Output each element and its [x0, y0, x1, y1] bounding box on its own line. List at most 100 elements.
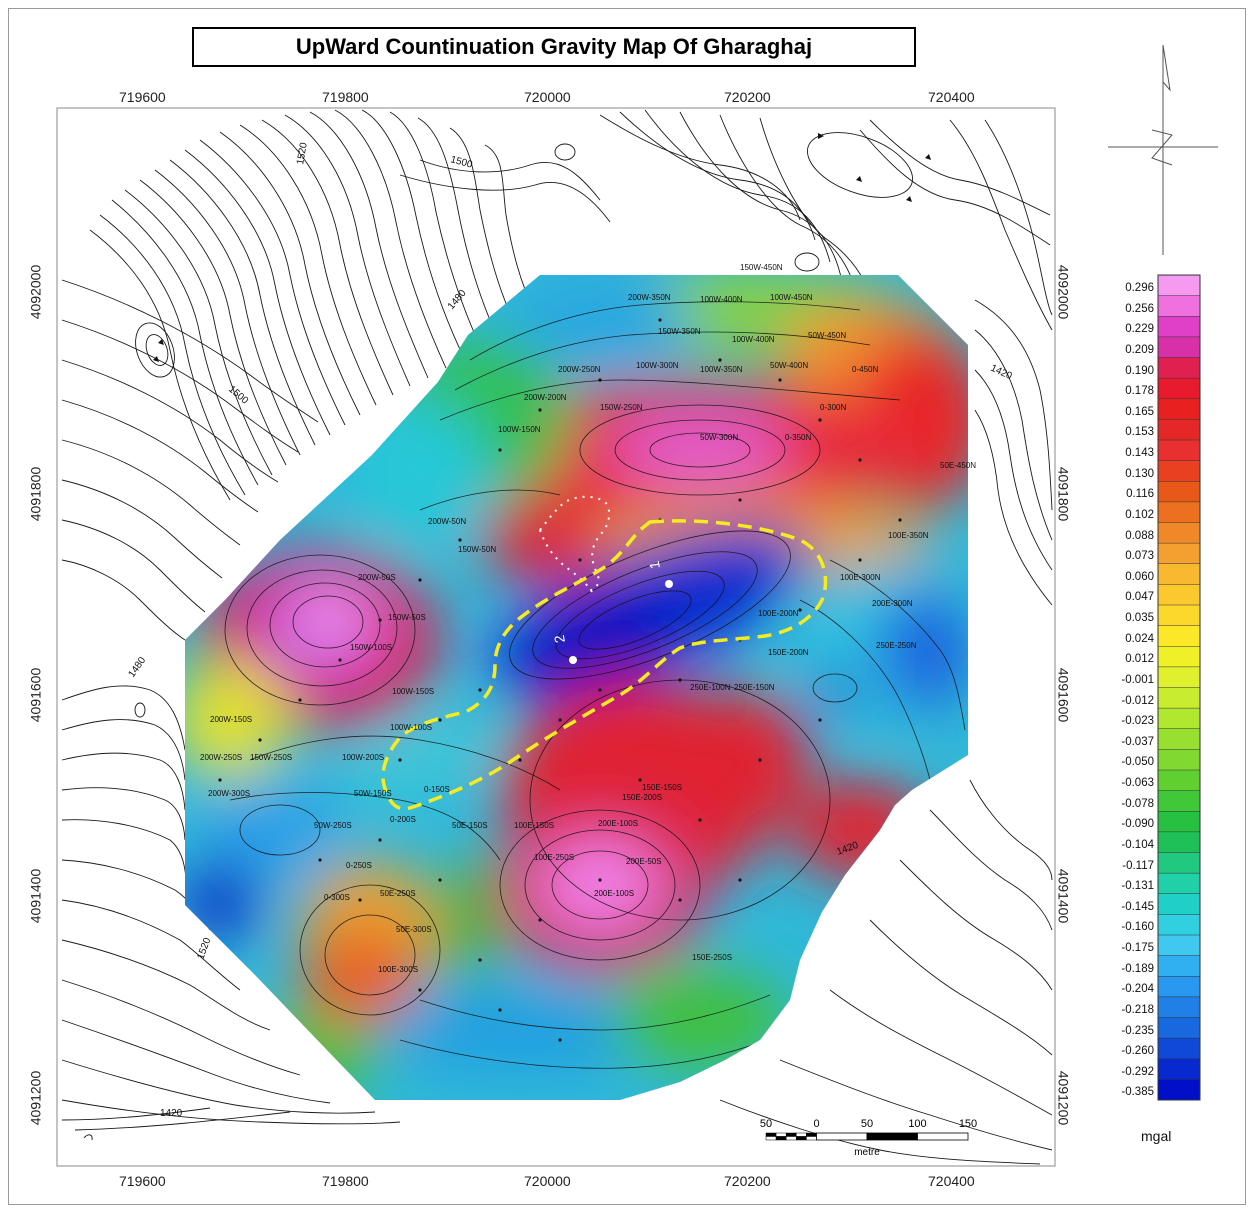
station-label: 200W-350N — [628, 293, 671, 302]
colorbar-unit: mgal — [1141, 1128, 1171, 1144]
colorbar-label: 0.190 — [1098, 365, 1154, 377]
station-label: 200W-150S — [210, 715, 252, 724]
colorbar-swatch — [1158, 502, 1200, 523]
colorbar-label: -0.063 — [1098, 777, 1154, 789]
station-label: 50W-400N — [770, 361, 808, 370]
gravity-field — [150, 250, 1000, 1130]
colorbar-label: -0.160 — [1098, 921, 1154, 933]
colorbar-swatch — [1158, 1018, 1200, 1039]
colorbar-swatch — [1158, 956, 1200, 977]
colorbar-label: 0.088 — [1098, 530, 1154, 542]
colorbar-label: -0.385 — [1098, 1086, 1154, 1098]
station-label: 150E-200N — [768, 648, 809, 657]
station-label: 200W-50S — [358, 573, 396, 582]
colorbar-swatch — [1158, 399, 1200, 420]
colorbar-swatch — [1158, 605, 1200, 626]
scale-bar: 50 0 50 100 150 metre — [760, 1118, 977, 1158]
colorbar-swatch — [1158, 770, 1200, 791]
contour-label: 1480 — [446, 287, 469, 311]
colorbar-label: 0.296 — [1098, 282, 1154, 294]
colorbar — [1158, 275, 1200, 1101]
station-label: 150W-250S — [250, 753, 292, 762]
colorbar-label: -0.260 — [1098, 1045, 1154, 1057]
station-label: 150W-350N — [658, 327, 701, 336]
colorbar-swatch — [1158, 811, 1200, 832]
colorbar-swatch — [1158, 997, 1200, 1018]
colorbar-swatch — [1158, 378, 1200, 399]
colorbar-swatch — [1158, 935, 1200, 956]
station-label: 50W-250S — [314, 821, 352, 830]
station-label: 100W-150S — [392, 687, 434, 696]
point-2-marker — [569, 656, 577, 664]
colorbar-swatch — [1158, 791, 1200, 812]
scale-bar-label: 150 — [959, 1118, 977, 1130]
colorbar-swatch — [1158, 1038, 1200, 1059]
station-label: 100W-100S — [390, 723, 432, 732]
colorbar-label: -0.001 — [1098, 674, 1154, 686]
colorbar-label: -0.012 — [1098, 695, 1154, 707]
station-label: 150W-250N — [600, 403, 643, 412]
colorbar-swatch — [1158, 894, 1200, 915]
colorbar-swatch — [1158, 275, 1200, 296]
station-label: 100E-300N — [840, 573, 881, 582]
station-label: 100E-350N — [888, 531, 929, 540]
station-label: 50E-300S — [396, 925, 432, 934]
colorbar-label: -0.292 — [1098, 1066, 1154, 1078]
station-label: 0-300N — [820, 403, 846, 412]
colorbar-label: -0.117 — [1098, 860, 1154, 872]
colorbar-label: 0.012 — [1098, 653, 1154, 665]
station-label: 150W-50N — [458, 545, 496, 554]
station-label: 150W-50S — [388, 613, 426, 622]
station-label: 50W-150S — [354, 789, 392, 798]
colorbar-label: -0.090 — [1098, 818, 1154, 830]
colorbar-label: 0.165 — [1098, 406, 1154, 418]
colorbar-swatch — [1158, 419, 1200, 440]
station-label: 200W-300S — [208, 789, 250, 798]
station-label: 100E-200N — [758, 609, 799, 618]
station-label: 100E-250S — [534, 853, 574, 862]
colorbar-swatch — [1158, 914, 1200, 935]
colorbar-label: -0.078 — [1098, 798, 1154, 810]
colorbar-swatch — [1158, 1079, 1200, 1100]
colorbar-swatch — [1158, 440, 1200, 461]
station-label: 200E-50S — [626, 857, 662, 866]
colorbar-swatch — [1158, 626, 1200, 647]
colorbar-label: 0.143 — [1098, 447, 1154, 459]
contour-label: 1420 — [989, 363, 1014, 383]
contour-label: 1480 — [126, 655, 148, 680]
contour-label: 1520 — [195, 936, 213, 961]
contour-label: 1500 — [449, 154, 474, 170]
station-label: 250E-150N — [734, 683, 775, 692]
colorbar-swatch — [1158, 584, 1200, 605]
colorbar-swatch — [1158, 337, 1200, 358]
colorbar-label: 0.060 — [1098, 571, 1154, 583]
colorbar-swatch — [1158, 523, 1200, 544]
colorbar-swatch — [1158, 461, 1200, 482]
colorbar-label: -0.037 — [1098, 736, 1154, 748]
scale-bar-label: 50 — [760, 1118, 772, 1130]
colorbar-label: -0.131 — [1098, 880, 1154, 892]
colorbar-swatch — [1158, 316, 1200, 337]
colorbar-label: 0.116 — [1098, 488, 1154, 500]
station-label: 50E-450N — [940, 461, 976, 470]
colorbar-swatch — [1158, 667, 1200, 688]
station-label: 150E-200S — [622, 793, 662, 802]
colorbar-label: 0.209 — [1098, 344, 1154, 356]
colorbar-swatch — [1158, 749, 1200, 770]
station-label: 50W-450N — [808, 331, 846, 340]
station-label: 150E-150S — [642, 783, 682, 792]
station-label: 200E-100S — [594, 889, 634, 898]
colorbar-swatch — [1158, 481, 1200, 502]
contour-label: 1520 — [295, 141, 310, 165]
scale-bar-unit: metre — [854, 1147, 880, 1158]
colorbar-swatch — [1158, 358, 1200, 379]
colorbar-label: -0.204 — [1098, 983, 1154, 995]
station-label: 0-350N — [785, 433, 811, 442]
station-label: 0-250S — [346, 861, 372, 870]
colorbar-label: 0.047 — [1098, 591, 1154, 603]
station-label: 50W-300N — [700, 433, 738, 442]
colorbar-label: 0.256 — [1098, 303, 1154, 315]
colorbar-label: -0.189 — [1098, 963, 1154, 975]
station-label: 200W-50N — [428, 517, 466, 526]
